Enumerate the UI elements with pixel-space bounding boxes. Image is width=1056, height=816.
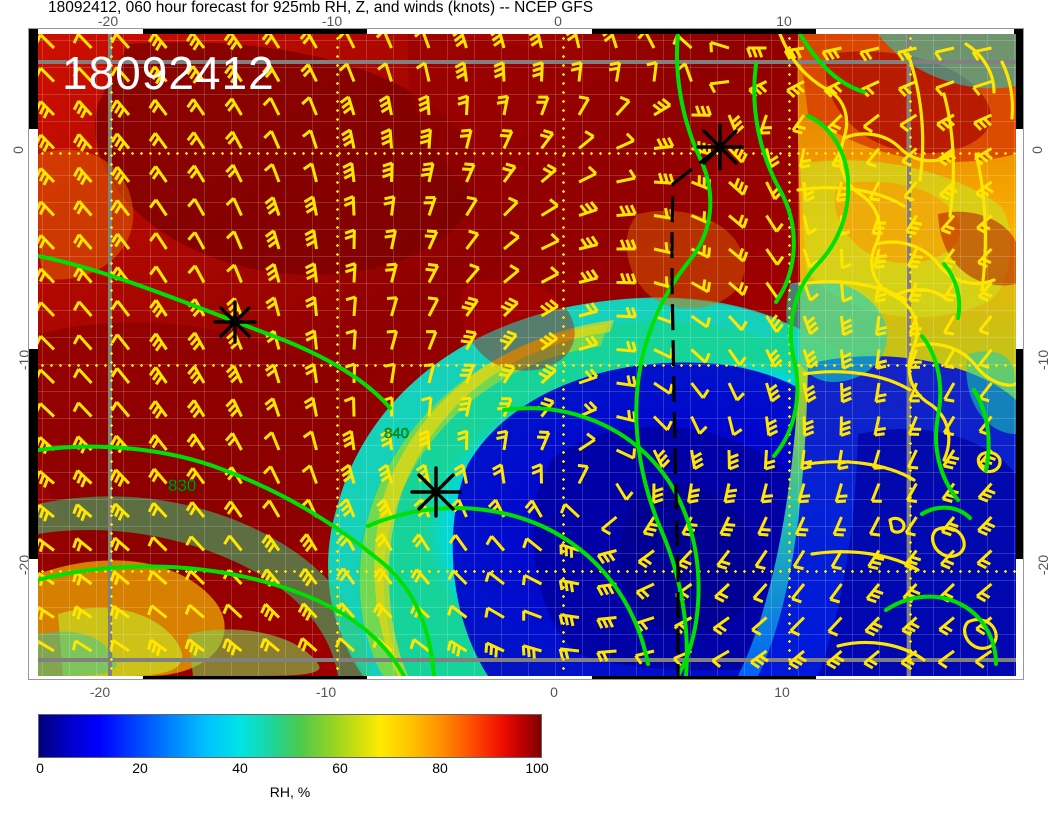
x-tick-bot-3: 10 [774, 684, 790, 700]
graticule-lat-m20 [38, 570, 1016, 573]
graticule-lat-m10 [38, 364, 1016, 367]
y-tick-right-2: -20 [1035, 554, 1052, 576]
geopotential-height-contours: 830 840 [38, 34, 998, 676]
storm-track-overlay [213, 123, 744, 676]
axis-tick-band-left-1 [29, 29, 38, 129]
y-tick-right-1: -10 [1035, 349, 1052, 371]
y-tick-left-0: 0 [9, 146, 26, 154]
graticule-lon-10 [788, 34, 791, 676]
grey-parallel-1 [38, 60, 1016, 64]
colorbar-tick-20: 20 [132, 760, 148, 776]
graticule-lat-0 [38, 152, 1016, 155]
y-tick-right-0: 0 [1028, 146, 1045, 154]
x-tick-top-1: -10 [321, 13, 343, 29]
x-tick-bot-2: 0 [550, 684, 558, 700]
grey-parallel-2 [38, 658, 1016, 662]
contour-label-830: 830 [168, 476, 197, 496]
axis-tick-band-right-1 [1014, 29, 1023, 129]
axis-tick-band-right-2 [1014, 349, 1023, 559]
x-tick-bot-1: -10 [315, 684, 337, 700]
svg-text:830: 830 [168, 476, 196, 495]
colorbar-label: RH, % [269, 784, 311, 800]
axis-tick-band-left-2 [29, 349, 38, 559]
graticule-lon-m10 [336, 34, 339, 676]
axis-tick-band-top-2 [592, 29, 816, 38]
colorbar-tick-60: 60 [332, 760, 348, 776]
colorbar-gradient [38, 714, 542, 758]
axis-tick-band-top-1 [143, 29, 367, 38]
graticule-lon-m20 [110, 34, 113, 676]
colorbar-ticks: 0 20 40 60 80 100 RH, % [36, 758, 549, 800]
storm-marker-3 [410, 466, 462, 518]
colorbar-tick-40: 40 [232, 760, 248, 776]
contour-label-840: 840 [384, 425, 410, 443]
colorbar-tick-100: 100 [525, 760, 549, 776]
colorbar: 0 20 40 60 80 100 RH, % [36, 714, 549, 800]
map-frame: 830 840 [28, 28, 1024, 680]
storm-marker-2 [213, 300, 257, 344]
cycle-stamp: 18092412 [62, 47, 275, 99]
coastlines-and-borders [778, 34, 1016, 662]
colorbar-tick-0: 0 [36, 760, 44, 776]
storm-track-line [670, 145, 721, 676]
chart-title: 18092412, 060 hour forecast for 925mb RH… [48, 0, 594, 16]
colorbar-tick-80: 80 [432, 760, 448, 776]
x-tick-top-3: 10 [776, 13, 792, 29]
graticule-lon-0 [562, 34, 565, 676]
x-tick-bot-0: -20 [89, 684, 111, 700]
svg-text:840: 840 [384, 425, 409, 442]
x-tick-top-0: -20 [97, 13, 119, 29]
x-tick-top-2: 0 [554, 13, 562, 29]
storm-marker-1 [696, 123, 744, 171]
map-canvas[interactable]: 830 840 [38, 34, 1016, 676]
